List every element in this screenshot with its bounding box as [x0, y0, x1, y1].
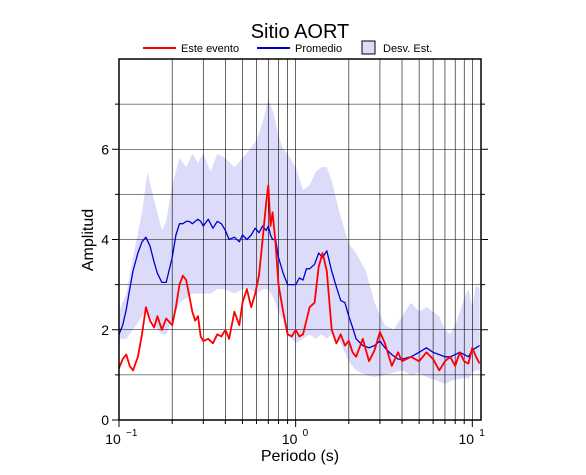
chart-title: Sitio AORT [251, 21, 350, 43]
y-tick-label: 0 [101, 412, 109, 428]
x-tick-label-exponent: 0 [303, 428, 309, 439]
y-axis-label: Amplitud [80, 209, 97, 271]
y-tick-label: 4 [101, 232, 109, 248]
y-tick-label: 2 [101, 322, 109, 338]
x-tick-label: 10 [459, 431, 475, 447]
y-tick-label: 6 [101, 141, 109, 157]
x-axis-label: Periodo (s) [261, 448, 339, 465]
legend-label-promedio: Promedio [295, 43, 342, 55]
x-tick-label-exponent: 1 [479, 428, 485, 439]
x-tick-label: 10 [105, 431, 121, 447]
legend: Este evento Promedio Desv. Est. [143, 40, 432, 55]
grid-layer [118, 59, 481, 420]
legend-label-este-evento: Este evento [181, 43, 239, 55]
x-tick-label: 10 [282, 431, 298, 447]
x-tick-label-exponent: −1 [126, 428, 138, 439]
legend-label-desv-est: Desv. Est. [383, 43, 432, 55]
std-band-area [119, 99, 480, 384]
tick-layer: 0 2 4 6 10 −1 10 0 10 1 [101, 103, 488, 447]
series-line-este-evento [118, 184, 481, 372]
legend-swatch-desv-est [361, 40, 376, 55]
series-layer [118, 184, 481, 372]
std-band-layer [119, 99, 480, 384]
